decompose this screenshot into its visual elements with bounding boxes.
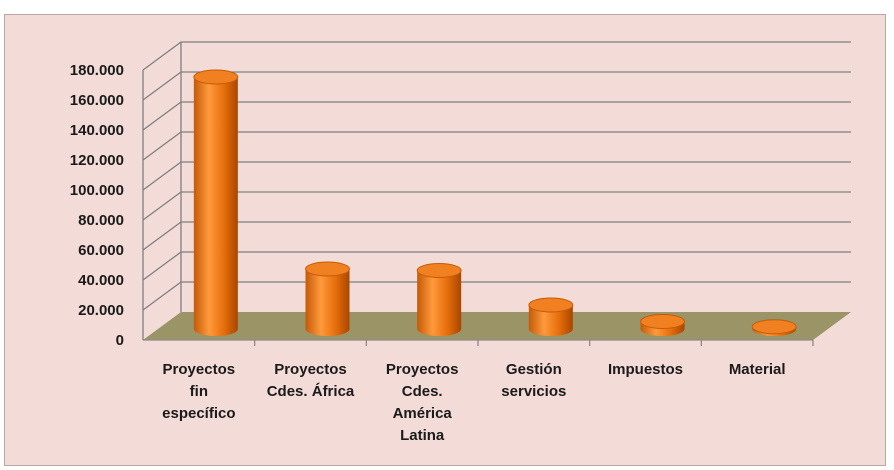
y-tick-label: 120.000 <box>70 152 124 169</box>
bar <box>751 319 797 337</box>
x-tick-label: Proyectos fin específico <box>162 361 235 422</box>
bar-body <box>417 270 462 337</box>
bar-body <box>193 77 238 337</box>
y-tick-label: 80.000 <box>78 212 124 229</box>
y-tick-label: 180.000 <box>70 62 124 79</box>
x-tick-label: Gestión servicios <box>501 361 566 400</box>
bar-body <box>305 269 350 337</box>
gridline <box>142 41 851 71</box>
x-axis-labels: Proyectos fin específico Proyectos Cdes. Áfr… <box>162 340 814 444</box>
bar-top <box>193 69 239 85</box>
bar-top <box>751 319 797 335</box>
bar <box>640 314 685 337</box>
y-axis: 0 20.000 40.000 60.000 80.000 100.000 120.000 1… <box>70 62 144 349</box>
x-tick-label: Proyectos Cdes. África <box>267 361 355 400</box>
bar <box>528 297 574 337</box>
bar-top <box>640 314 685 329</box>
gridline <box>142 251 851 281</box>
gridline <box>142 101 851 131</box>
bar-top <box>416 263 462 278</box>
gridline <box>142 161 851 191</box>
y-tick-label: 40.000 <box>78 272 124 289</box>
chart-frame <box>4 14 886 466</box>
bars <box>193 69 797 337</box>
y-tick-label: 100.000 <box>70 182 124 199</box>
gridline <box>142 131 851 161</box>
x-tick-label: Impuestos <box>608 361 683 378</box>
bar-top <box>305 261 350 277</box>
bar-body <box>528 305 573 337</box>
gridline <box>142 221 851 251</box>
y-tick-label: 0 <box>116 332 124 349</box>
gridline <box>142 71 851 101</box>
bar <box>193 69 239 337</box>
chart-walls <box>142 41 851 312</box>
gridline <box>142 191 851 221</box>
y-tick-label: 160.000 <box>70 92 124 109</box>
y-tick-label: 140.000 <box>70 122 124 139</box>
bar <box>416 263 462 337</box>
floor <box>143 312 851 340</box>
chart-floor <box>143 312 851 341</box>
bar-top <box>528 297 574 313</box>
x-tick-label: Proyectos Cdes. América Latina <box>386 361 459 444</box>
gridline <box>142 281 851 311</box>
bar <box>305 261 350 337</box>
x-tick-label: Material <box>729 361 786 378</box>
y-tick-label: 20.000 <box>78 302 124 319</box>
y-tick-label: 60.000 <box>78 242 124 259</box>
